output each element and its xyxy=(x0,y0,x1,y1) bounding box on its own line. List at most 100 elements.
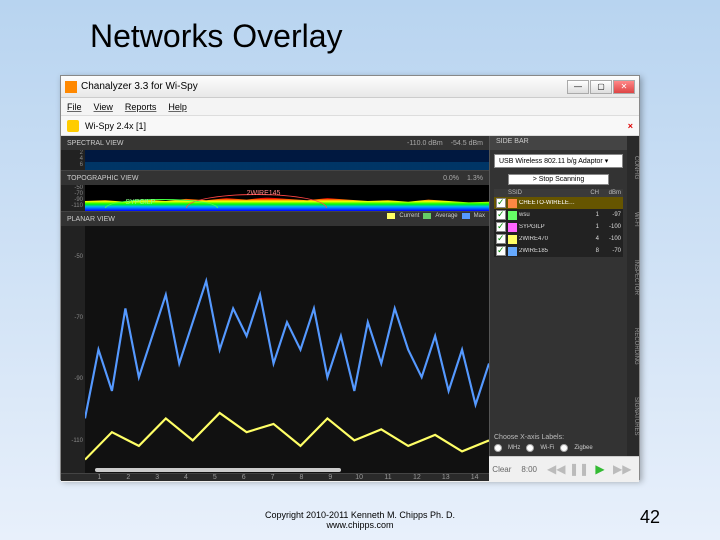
menu-help[interactable]: Help xyxy=(168,102,187,112)
legend-label: Average xyxy=(435,213,457,219)
network-color-swatch xyxy=(508,211,517,220)
menu-reports[interactable]: Reports xyxy=(125,102,157,112)
forward-button[interactable]: ▶▶ xyxy=(613,462,631,478)
network-checkbox[interactable] xyxy=(496,210,506,220)
channel-xaxis: 1 2 3 4 5 6 7 8 9 10 11 12 13 14 xyxy=(61,474,489,481)
network-dbm: -100 xyxy=(599,224,621,230)
table-header: SSID CH dBm xyxy=(494,189,623,197)
spectral-chart[interactable] xyxy=(85,150,489,170)
topo-network-label: 2WIRE145 xyxy=(247,190,281,197)
col-dbm[interactable]: dBm xyxy=(599,190,621,196)
networks-table: SSID CH dBm CHEETO-WIRELE… wsu 1 -97 SYP… xyxy=(494,189,623,257)
vtab-recording[interactable]: RECORDING xyxy=(627,328,639,365)
ytick: -110 xyxy=(71,438,83,444)
col-ch[interactable]: CH xyxy=(581,190,599,196)
network-channel: 1 xyxy=(581,224,599,230)
network-color-swatch xyxy=(508,223,517,232)
vtab-signatures[interactable]: SIGNATURES xyxy=(627,397,639,436)
network-row[interactable]: wsu 1 -97 xyxy=(494,209,623,221)
ytick: -50 xyxy=(74,254,83,260)
pause-button[interactable]: ❚❚ xyxy=(569,462,587,478)
window-title: Chanalyzer 3.3 for Wi-Spy xyxy=(81,81,198,92)
timeline-slider[interactable] xyxy=(95,468,341,472)
planar-current-line xyxy=(85,413,489,460)
legend-label: Max xyxy=(474,213,485,219)
topo-chart[interactable]: 2WIRE145 SYPGILP xyxy=(85,185,489,211)
page-number: 42 xyxy=(640,507,660,528)
sidebar: SIDE BAR USB Wireless 802.11 b/g Adaptor… xyxy=(489,136,639,456)
xaxis-label-title: Choose X-axis Labels: xyxy=(494,434,623,441)
ytick: -110 xyxy=(71,203,83,209)
xtick: 13 xyxy=(431,474,460,481)
close-button[interactable]: ✕ xyxy=(613,80,635,94)
network-dbm: -97 xyxy=(599,212,621,218)
network-dbm: -70 xyxy=(599,248,621,254)
planar-view: PLANAR VIEW Current Average Max -50 -70 … xyxy=(61,212,489,474)
topo-scale-max: 1.3% xyxy=(467,175,483,182)
network-ssid: wsu xyxy=(519,212,581,218)
app-icon xyxy=(65,81,77,93)
minimize-button[interactable]: — xyxy=(567,80,589,94)
network-color-swatch xyxy=(508,199,517,208)
play-button[interactable]: ▶ xyxy=(591,462,609,478)
topo-network-label: SYPGILP xyxy=(125,199,155,206)
topographic-view: TOPOGRAPHIC VIEW 0.0% 1.3% -50 -70 -90 -… xyxy=(61,171,489,212)
radio-label: Wi-Fi xyxy=(540,445,554,451)
radio-mhz[interactable] xyxy=(494,444,502,452)
xtick: 5 xyxy=(200,474,229,481)
network-ssid: 2WIRE185 xyxy=(519,248,581,254)
main-area: SPECTRAL VIEW -110.0 dBm -54.5 dBm 2 4 6… xyxy=(61,136,639,456)
network-row[interactable]: CHEETO-WIRELE… xyxy=(494,197,623,209)
menu-view[interactable]: View xyxy=(94,102,113,112)
spectral-view: SPECTRAL VIEW -110.0 dBm -54.5 dBm 2 4 6 xyxy=(61,136,489,171)
vtab-inspector[interactable]: INSPECTOR xyxy=(627,260,639,295)
xtick: 1 xyxy=(85,474,114,481)
network-checkbox[interactable] xyxy=(496,222,506,232)
maximize-button[interactable]: ▢ xyxy=(590,80,612,94)
network-checkbox[interactable] xyxy=(496,234,506,244)
radio-zigbee[interactable] xyxy=(560,444,568,452)
col-ssid[interactable]: SSID xyxy=(508,190,581,196)
topo-title: TOPOGRAPHIC VIEW xyxy=(67,175,435,182)
vtab-wifi[interactable]: WI-FI xyxy=(627,212,639,227)
network-checkbox[interactable] xyxy=(496,246,506,256)
adaptor-label: USB Wireless 802.11 b/g Adaptor xyxy=(499,158,603,165)
network-row[interactable]: SYPGILP 1 -100 xyxy=(494,221,623,233)
stop-scanning-button[interactable]: > Stop Scanning xyxy=(508,174,609,185)
sidebar-title: SIDE BAR xyxy=(490,136,627,150)
topo-scale-min: 0.0% xyxy=(443,175,459,182)
network-row[interactable]: 2WIRE470 4 -100 xyxy=(494,233,623,245)
legend-label: Current xyxy=(399,213,419,219)
network-checkbox[interactable] xyxy=(496,198,506,208)
sidebar-bottom: Choose X-axis Labels: MHz Wi-Fi Zigbee xyxy=(490,430,627,456)
network-row[interactable]: 2WIRE185 8 -70 xyxy=(494,245,623,257)
spectral-title: SPECTRAL VIEW xyxy=(67,140,399,147)
clear-button[interactable]: Clear xyxy=(492,465,511,474)
menu-file[interactable]: File xyxy=(67,102,82,112)
vtab-config[interactable]: CONFIG xyxy=(627,156,639,179)
toolbar: Wi-Spy 2.4x [1] × xyxy=(61,116,639,136)
xtick: 9 xyxy=(316,474,345,481)
radio-wifi[interactable] xyxy=(526,444,534,452)
network-channel: 4 xyxy=(581,236,599,242)
xtick: 6 xyxy=(229,474,258,481)
titlebar: Chanalyzer 3.3 for Wi-Spy — ▢ ✕ xyxy=(61,76,639,98)
app-window: Chanalyzer 3.3 for Wi-Spy — ▢ ✕ File Vie… xyxy=(60,75,640,480)
device-icon xyxy=(67,120,79,132)
xtick: 11 xyxy=(374,474,403,481)
ytick: -90 xyxy=(74,376,83,382)
xtick: 8 xyxy=(287,474,316,481)
xtick: 3 xyxy=(143,474,172,481)
legend-swatch-max xyxy=(462,213,470,219)
device-tab[interactable]: Wi-Spy 2.4x [1] xyxy=(85,121,146,131)
adaptor-selector[interactable]: USB Wireless 802.11 b/g Adaptor ▾ xyxy=(494,154,623,168)
planar-legend: Current Average Max xyxy=(387,213,485,219)
close-tab-button[interactable]: × xyxy=(628,121,633,131)
planar-max-line xyxy=(85,281,489,418)
planar-chart[interactable] xyxy=(85,226,489,473)
rewind-button[interactable]: ◀◀ xyxy=(547,462,565,478)
xtick: 4 xyxy=(172,474,201,481)
xtick: 2 xyxy=(114,474,143,481)
radio-label: MHz xyxy=(508,445,520,451)
xtick: 12 xyxy=(402,474,431,481)
